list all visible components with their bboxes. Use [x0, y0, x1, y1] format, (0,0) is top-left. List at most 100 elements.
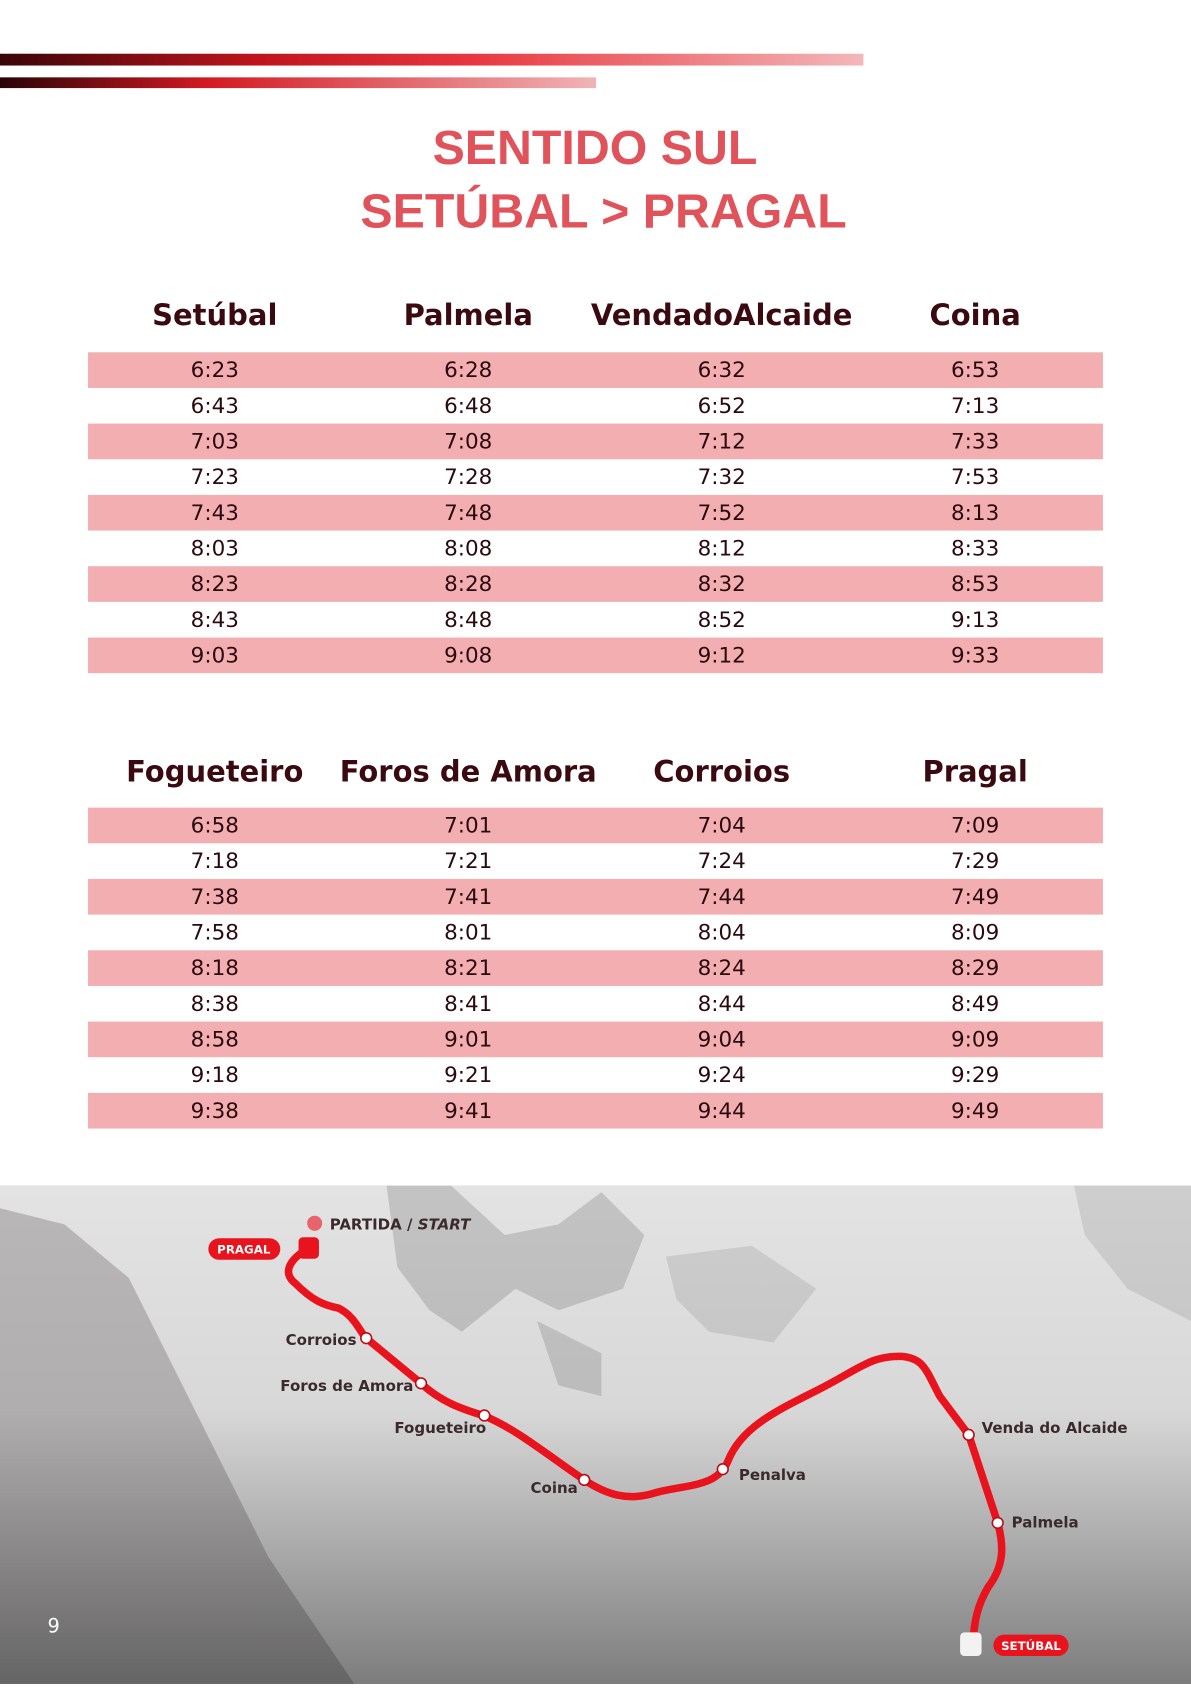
row-stripe — [88, 566, 1103, 602]
time-cell: 9:08 — [444, 643, 492, 668]
time-cell: 6:53 — [951, 358, 999, 383]
time-cell: 8:18 — [191, 956, 239, 981]
time-cell: 8:29 — [951, 956, 999, 981]
time-cell: 6:52 — [698, 394, 746, 419]
time-cell: 8:09 — [951, 920, 999, 945]
start-label-pt: PARTIDA / — [330, 1215, 413, 1233]
start-label-en: START — [418, 1215, 472, 1233]
station-label: SETÚBAL — [1001, 1638, 1061, 1653]
map: PARTIDA / START PRAGAL SETÚBAL Corroios … — [0, 1185, 1191, 1684]
time-cell: 9:29 — [951, 1063, 999, 1088]
row-stripe — [88, 950, 1103, 986]
time-cell: 9:09 — [951, 1027, 999, 1052]
column-header: VendadoAlcaide — [591, 298, 853, 332]
column-header: Setúbal — [152, 298, 277, 332]
time-cell: 6:23 — [191, 358, 239, 383]
map-shade — [0, 1185, 1191, 1684]
time-cell: 7:29 — [951, 849, 999, 874]
time-cell: 9:18 — [191, 1063, 239, 1088]
time-cell: 6:43 — [191, 394, 239, 419]
time-cell: 9:33 — [951, 643, 999, 668]
station-label: Penalva — [739, 1466, 806, 1484]
row-stripe — [88, 1021, 1103, 1058]
time-cell: 7:33 — [951, 429, 999, 454]
time-cell: 7:38 — [191, 885, 239, 910]
time-cell: 9:49 — [951, 1099, 999, 1124]
station-label: Fogueteiro — [394, 1419, 486, 1437]
train-icon — [298, 1237, 319, 1259]
time-cell: 8:41 — [444, 992, 492, 1017]
time-cell: 7:24 — [698, 849, 746, 874]
station-pill — [993, 1634, 1069, 1657]
time-cell: 8:08 — [444, 536, 492, 561]
time-cell: 7:41 — [444, 885, 492, 910]
column-header: Pragal — [922, 754, 1027, 788]
row-stripe — [88, 637, 1103, 674]
time-cell: 7:04 — [698, 814, 746, 839]
time-cell: 9:44 — [698, 1099, 746, 1124]
time-cell: 9:01 — [444, 1027, 492, 1052]
time-cell: 8:44 — [698, 992, 746, 1017]
time-cell: 9:12 — [698, 643, 746, 668]
train-icon — [960, 1632, 982, 1657]
start-label: PARTIDA / START — [330, 1215, 472, 1233]
title: SENTIDO SUL — [433, 121, 758, 175]
time-cell: 9:04 — [698, 1027, 746, 1052]
station-dot — [478, 1409, 491, 1422]
time-cell: 8:28 — [444, 572, 492, 597]
row-stripe — [88, 423, 1103, 460]
station-label: PRAGAL — [217, 1243, 271, 1257]
time-cell: 8:24 — [698, 956, 746, 981]
column-header: Foros de Amora — [340, 754, 597, 788]
time-cell: 7:53 — [951, 465, 999, 490]
time-cell: 7:09 — [951, 814, 999, 839]
station-dot — [578, 1473, 591, 1487]
time-cell: 8:33 — [951, 536, 999, 561]
time-cell: 9:38 — [191, 1099, 239, 1124]
time-cell: 8:49 — [951, 992, 999, 1017]
station-label: Corroios — [286, 1331, 357, 1349]
row-stripe — [88, 352, 1103, 388]
row-stripe — [88, 1092, 1103, 1129]
time-cell: 8:52 — [698, 608, 746, 633]
time-cell: 8:13 — [951, 501, 999, 526]
time-cell: 9:21 — [444, 1063, 492, 1088]
time-cell: 8:01 — [444, 920, 492, 945]
time-cell: 7:18 — [191, 849, 239, 874]
station-dot — [991, 1516, 1004, 1530]
station-label: Venda do Alcaide — [982, 1419, 1128, 1437]
start-dot — [307, 1215, 323, 1231]
time-cell: 7:12 — [698, 429, 746, 454]
station-label: Foros de Amora — [280, 1377, 413, 1395]
time-cell: 8:21 — [444, 956, 492, 981]
time-cell: 7:48 — [444, 501, 492, 526]
time-cell: 9:41 — [444, 1099, 492, 1124]
time-cell: 7:03 — [191, 429, 239, 454]
station-pill — [208, 1238, 281, 1260]
time-cell: 7:32 — [698, 465, 746, 490]
time-cell: 8:43 — [191, 608, 239, 633]
time-cell: 7:58 — [191, 920, 239, 945]
time-cell: 6:58 — [191, 814, 239, 839]
time-cell: 6:28 — [444, 358, 492, 383]
row-stripe — [88, 494, 1103, 531]
station-label: Palmela — [1012, 1513, 1079, 1531]
column-header: Fogueteiro — [126, 754, 303, 788]
time-cell: 7:44 — [698, 885, 746, 910]
time-cell: 7:23 — [191, 465, 239, 490]
station-dot — [414, 1377, 428, 1390]
station-dot — [962, 1428, 975, 1441]
time-cell: 7:52 — [698, 501, 746, 526]
time-cell: 6:48 — [444, 394, 492, 419]
time-cell: 7:13 — [951, 394, 999, 419]
time-cell: 6:32 — [698, 358, 746, 383]
time-cell: 7:28 — [444, 465, 492, 490]
time-cell: 8:12 — [698, 536, 746, 561]
station-dot — [360, 1331, 373, 1345]
time-cell: 7:21 — [444, 849, 492, 874]
header-bar — [0, 77, 597, 89]
time-cell: 9:24 — [698, 1063, 746, 1088]
time-cell: 8:03 — [191, 536, 239, 561]
time-cell: 8:23 — [191, 572, 239, 597]
